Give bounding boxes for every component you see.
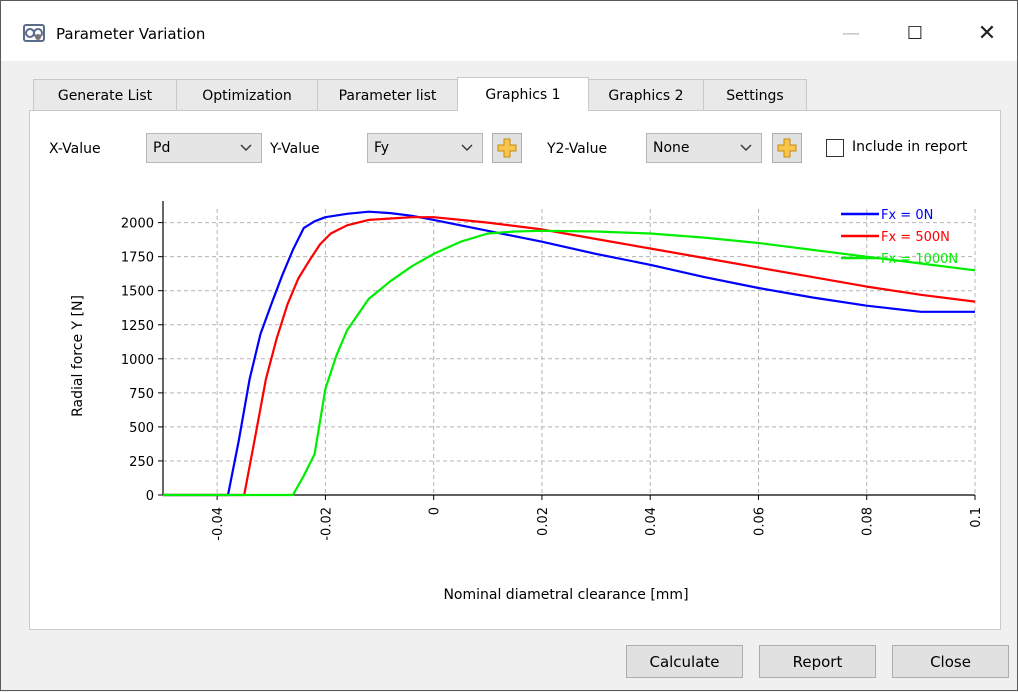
- close-button[interactable]: Close: [892, 645, 1009, 678]
- x-axis-label: Nominal diametral clearance [mm]: [443, 587, 688, 603]
- y-axis-label: Radial force Y [N]: [70, 295, 86, 417]
- x-tick-label: 0.08: [861, 507, 876, 536]
- chevron-down-icon: [740, 144, 752, 151]
- report-button[interactable]: Report: [759, 645, 876, 678]
- add-y2-series-button[interactable]: [772, 133, 802, 163]
- plus-icon: [777, 138, 797, 158]
- tab-graphics-2[interactable]: Graphics 2: [588, 79, 704, 111]
- series-line-3: [163, 229, 976, 497]
- close-icon: ✕: [977, 20, 997, 46]
- x-tick-label: 0.06: [752, 507, 767, 536]
- plus-icon: [497, 138, 517, 158]
- y-tick-label: 1250: [121, 319, 154, 334]
- y2-value-label: Y2-Value: [547, 141, 608, 157]
- x-tick-label: 0: [428, 507, 443, 515]
- tab-settings[interactable]: Settings: [703, 79, 807, 111]
- series-line-2: [163, 216, 976, 497]
- chart-axes: [162, 201, 975, 496]
- y-tick-label: 2000: [121, 217, 154, 232]
- x-value-select[interactable]: Pd: [146, 133, 262, 163]
- x-tick-label: 0.02: [536, 507, 551, 536]
- series-line-1: [163, 210, 975, 497]
- legend-label-1: Fx = 0N: [881, 208, 933, 223]
- x-value-selected: Pd: [153, 140, 171, 156]
- x-value-label: X-Value: [49, 141, 101, 157]
- y-tick-label: 0: [146, 489, 154, 504]
- y-tick-label: 1000: [121, 353, 154, 368]
- tab-optimization[interactable]: Optimization: [176, 79, 318, 111]
- include-in-report-label: Include in report: [852, 139, 968, 155]
- x-tick-label: 0.1: [969, 507, 984, 528]
- minimize-button[interactable]: —: [828, 13, 874, 53]
- y-tick-label: 750: [129, 387, 154, 402]
- calculate-button[interactable]: Calculate: [626, 645, 743, 678]
- y-value-label: Y-Value: [270, 141, 320, 157]
- maximize-icon: ☐: [906, 22, 924, 44]
- y2-value-selected: None: [653, 140, 690, 156]
- maximize-button[interactable]: ☐: [892, 13, 938, 53]
- y-value-selected: Fy: [374, 140, 390, 156]
- y2-value-select[interactable]: None: [646, 133, 762, 163]
- tab-container: Generate List Optimization Parameter lis…: [29, 77, 1001, 637]
- app-logo-icon: [23, 24, 45, 42]
- legend-label-3: Fx = 1000N: [881, 252, 958, 267]
- minimize-icon: —: [842, 22, 860, 44]
- y-tick-label: 250: [129, 455, 154, 470]
- x-tick-label: -0.02: [319, 507, 334, 541]
- chart-series: [163, 210, 976, 497]
- chart-legend: Fx = 0N Fx = 500N Fx = 1000N: [841, 208, 958, 267]
- y-tick-label: 1500: [121, 285, 154, 300]
- title-bar: Parameter Variation — ☐ ✕: [1, 1, 1017, 61]
- add-y-series-button[interactable]: [492, 133, 522, 163]
- y-value-select[interactable]: Fy: [367, 133, 483, 163]
- y-tick-label: 500: [129, 421, 154, 436]
- y-tick-label: 1750: [121, 251, 154, 266]
- chevron-down-icon: [461, 144, 473, 151]
- tab-parameter-list[interactable]: Parameter list: [317, 79, 458, 111]
- tab-graphics-1[interactable]: Graphics 1: [457, 77, 589, 111]
- tab-generate-list[interactable]: Generate List: [33, 79, 177, 111]
- y-axis-ticks: 0 250 500 750 1000 1250 1500 1750 2000: [121, 217, 163, 504]
- close-window-button[interactable]: ✕: [964, 13, 1010, 53]
- window-title: Parameter Variation: [56, 25, 206, 43]
- x-tick-label: 0.04: [644, 507, 659, 536]
- x-axis-ticks: -0.04 -0.02 0 0.02 0.04 0.06 0.08 0.1: [211, 495, 984, 541]
- include-in-report-checkbox[interactable]: [826, 139, 844, 157]
- x-tick-label: -0.04: [211, 507, 226, 541]
- chart-grid: [163, 209, 976, 496]
- legend-label-2: Fx = 500N: [881, 230, 950, 245]
- chevron-down-icon: [240, 144, 252, 151]
- graphics-panel: [29, 110, 1001, 630]
